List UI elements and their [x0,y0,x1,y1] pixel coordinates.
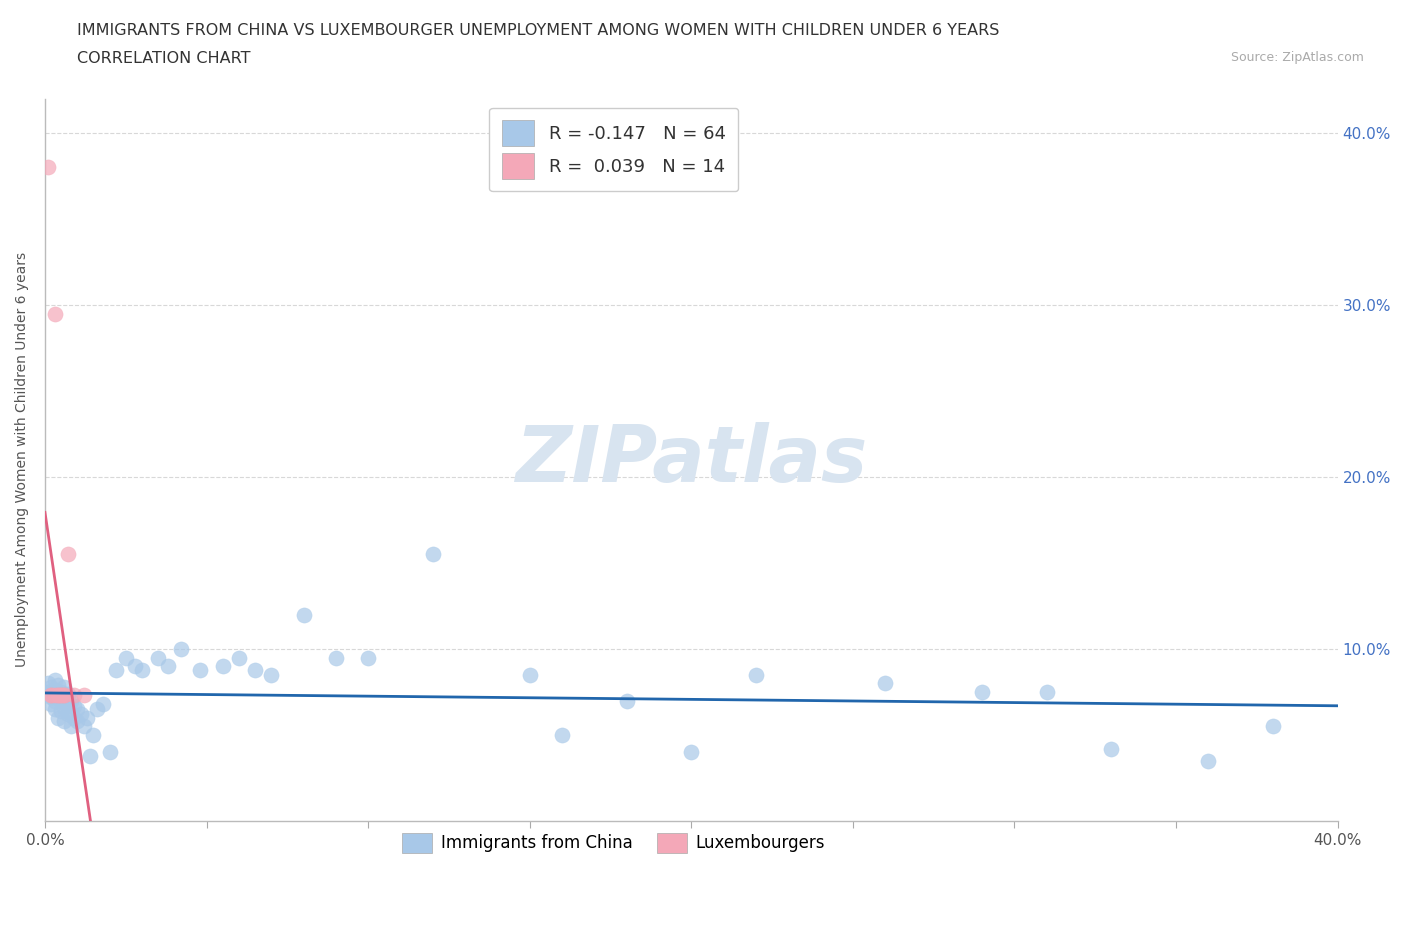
Point [422,547,444,562]
Point [875,676,897,691]
Point [228,650,250,665]
Point [53,690,76,705]
Point [41,688,63,703]
Point [170,642,193,657]
Point [56,547,79,562]
Point [44,672,66,687]
Point [69,707,91,722]
Point [41,690,63,705]
Point [105,662,128,677]
Point [243,662,266,677]
Point [1036,684,1059,699]
Point [745,668,768,683]
Point [49,688,72,703]
Point [972,684,994,699]
Point [41,688,63,703]
Point [73,688,96,703]
Point [1261,719,1284,734]
Point [156,658,179,673]
Point [260,668,283,683]
Point [49,684,72,699]
Legend: Immigrants from China, Luxembourgers: Immigrants from China, Luxembourgers [395,826,832,859]
Point [146,650,169,665]
Point [46,688,69,703]
Point [86,702,108,717]
Point [63,698,86,713]
Point [44,702,66,717]
Point [44,688,66,703]
Point [131,662,153,677]
Point [41,697,63,711]
Point [46,711,69,725]
Text: IMMIGRANTS FROM CHINA VS LUXEMBOURGER UNEMPLOYMENT AMONG WOMEN WITH CHILDREN UND: IMMIGRANTS FROM CHINA VS LUXEMBOURGER UN… [77,23,1000,38]
Point [63,688,86,703]
Point [211,658,233,673]
Point [53,688,76,703]
Point [63,711,86,725]
Point [44,693,66,708]
Point [519,668,541,683]
Point [551,727,574,742]
Point [82,727,104,742]
Point [37,684,59,699]
Text: Source: ZipAtlas.com: Source: ZipAtlas.com [1230,51,1364,64]
Point [1197,753,1219,768]
Point [66,702,89,717]
Point [292,607,315,622]
Point [44,683,66,698]
Point [53,680,76,695]
Point [49,688,72,703]
Point [59,705,82,720]
Text: CORRELATION CHART: CORRELATION CHART [77,51,250,66]
Point [46,678,69,693]
Point [91,697,114,711]
Point [79,749,101,764]
Point [1099,741,1122,756]
Point [188,662,211,677]
Point [357,650,380,665]
Point [53,714,76,729]
Point [46,688,69,703]
Text: ZIPatlas: ZIPatlas [515,422,868,498]
Point [66,714,89,729]
Y-axis label: Unemployment Among Women with Children Under 6 years: Unemployment Among Women with Children U… [15,252,30,668]
Point [76,711,98,725]
Point [681,745,703,760]
Point [41,680,63,695]
Point [616,693,638,708]
Point [325,650,347,665]
Point [46,688,69,703]
Point [49,693,72,708]
Point [73,719,96,734]
Point [37,160,59,175]
Point [49,703,72,718]
Point [59,693,82,708]
Point [59,719,82,734]
Point [44,306,66,321]
Point [114,650,136,665]
Point [56,707,79,722]
Point [53,700,76,715]
Point [53,688,76,703]
Point [56,697,79,711]
Point [56,686,79,701]
Point [37,676,59,691]
Point [98,745,121,760]
Point [124,658,146,673]
